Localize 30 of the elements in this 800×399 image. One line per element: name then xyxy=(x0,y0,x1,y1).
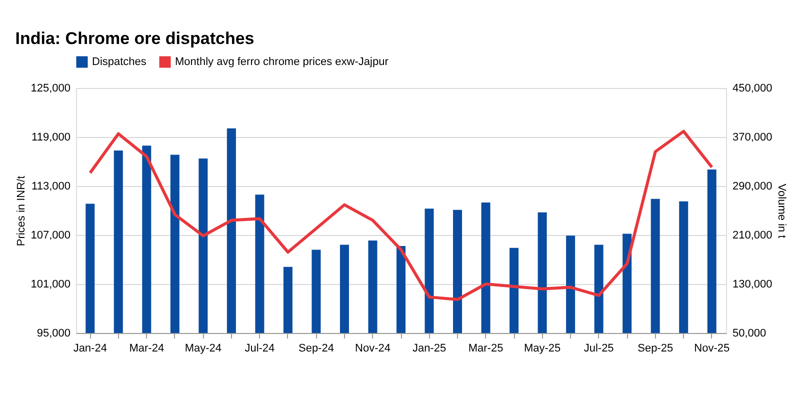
x-tick-label: Jan-25 xyxy=(412,342,446,354)
y2-tick-label: 290,000 xyxy=(732,180,772,192)
x-tick-label: Mar-25 xyxy=(468,342,504,354)
y2-tick-label: 210,000 xyxy=(732,230,772,242)
x-tick-label: Mar-24 xyxy=(129,342,164,354)
y-tick-label: 125,000 xyxy=(30,82,70,94)
legend-label: Monthly avg ferro chrome prices exw-Jajpur xyxy=(175,56,389,68)
y2-tick-label: 370,000 xyxy=(732,132,772,144)
y2-tick-label: 50,000 xyxy=(732,328,766,340)
y-tick-label: 113,000 xyxy=(32,180,70,192)
x-tick-label: Jul-24 xyxy=(244,342,275,354)
y-tick-label: 107,000 xyxy=(30,230,70,242)
x-tick-label: May-24 xyxy=(184,342,222,354)
x-tick-label: Nov-25 xyxy=(694,342,730,354)
y2-tick-label: 450,000 xyxy=(732,82,772,94)
legend-label: Dispatches xyxy=(92,56,147,68)
x-tick-label: Sep-24 xyxy=(298,342,334,354)
x-tick-label: Jul-25 xyxy=(584,342,614,354)
x-tick-label: Sep-25 xyxy=(638,342,674,354)
x-tick-label: Jan-24 xyxy=(73,342,107,354)
y-tick-label: 101,000 xyxy=(30,278,70,290)
y-tick-label: 95,000 xyxy=(36,328,70,340)
y-axis-title: Prices in INR/t xyxy=(16,176,28,246)
x-tick-label: Nov-24 xyxy=(355,342,390,354)
y2-tick-label: 130,000 xyxy=(732,278,772,290)
line-series xyxy=(88,130,714,302)
y2-axis-title: Volume in t xyxy=(775,184,788,238)
x-tick-label: May-25 xyxy=(524,342,561,354)
chart-title: India: Chrome ore dispatches xyxy=(15,29,254,48)
y-tick-label: 119,000 xyxy=(32,132,70,144)
